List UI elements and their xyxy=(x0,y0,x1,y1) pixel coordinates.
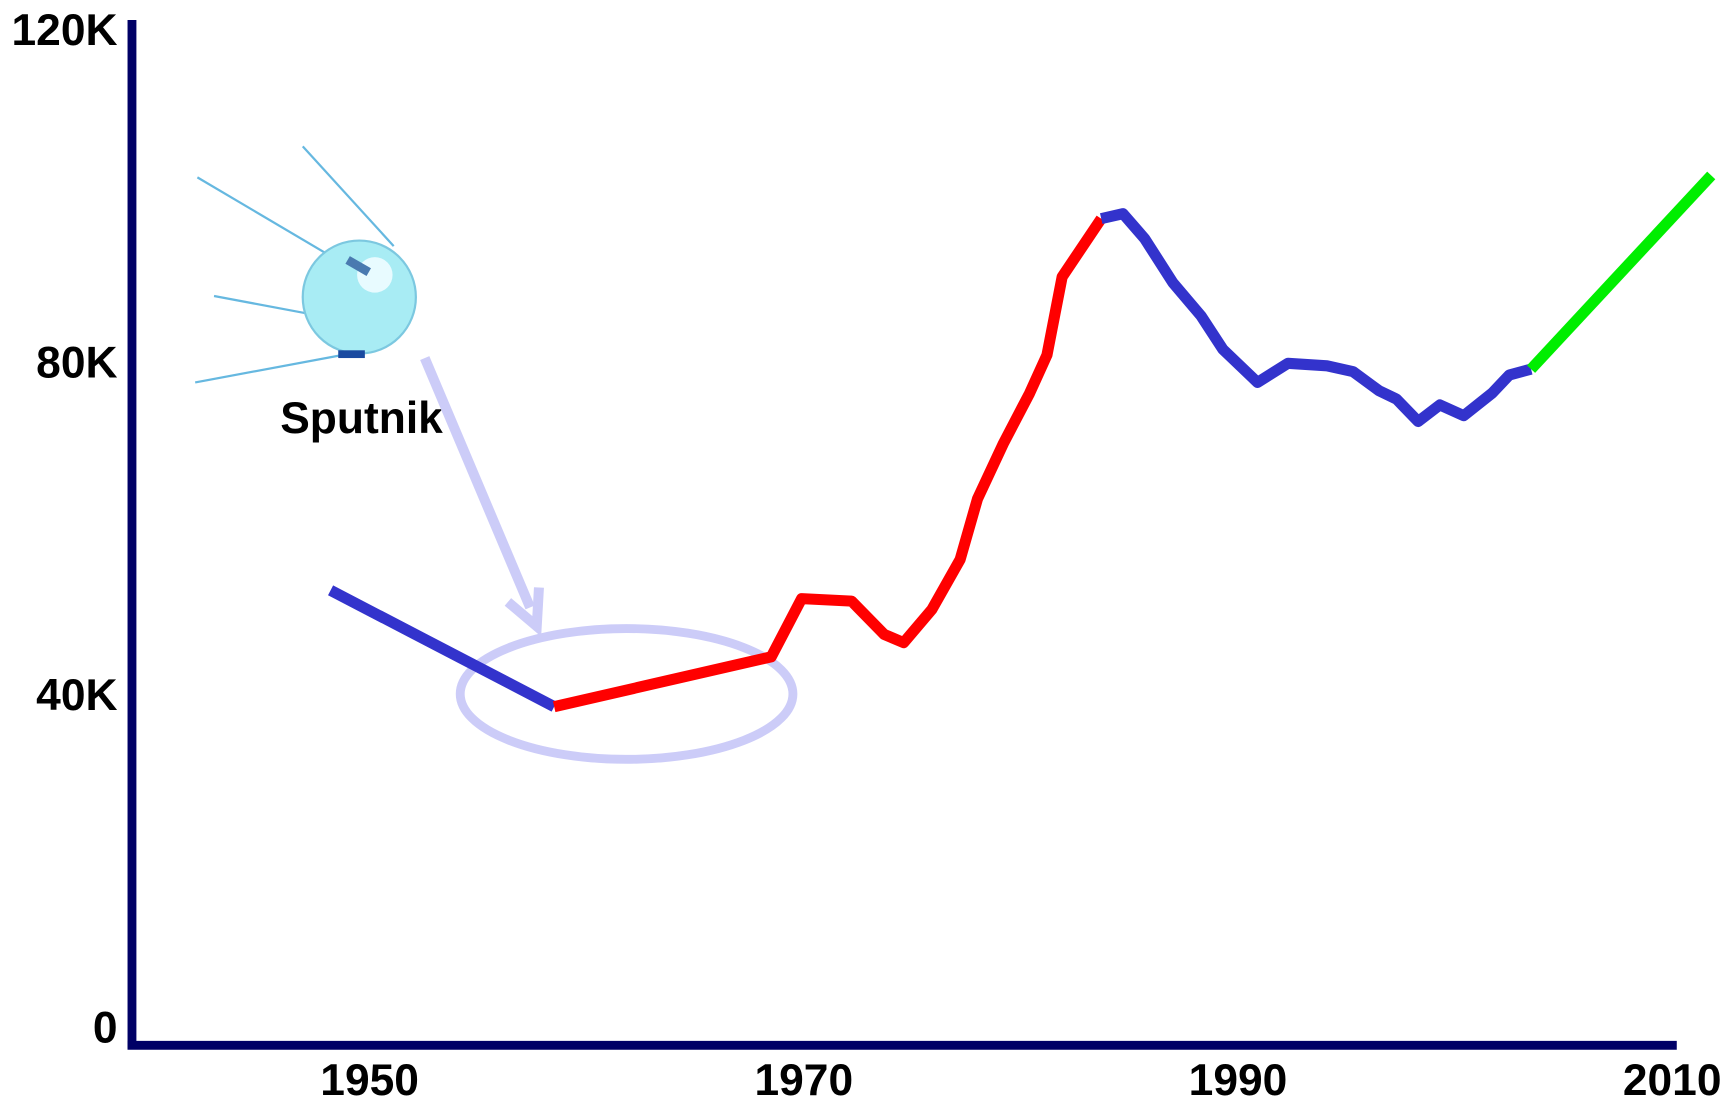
x-tick-label: 1970 xyxy=(754,1056,853,1103)
page: Sputnik 040K80K120K1950197019902010 (() … xyxy=(0,0,1730,1103)
line-series xyxy=(1101,214,1531,422)
chart: Sputnik 0 40K 80K 120K 1950 1970 1990 2010 xyxy=(0,0,1730,1103)
x-tick-label: 1950 xyxy=(320,1056,419,1103)
y-tick-label: 80K xyxy=(36,339,117,388)
y-tick-label: 120K xyxy=(12,6,118,55)
x-tick-label: 2010 xyxy=(1623,1056,1722,1103)
y-tick-label: 0 xyxy=(93,1004,118,1053)
x-tick-label: 1990 xyxy=(1189,1056,1288,1103)
line-series xyxy=(554,219,1101,707)
annotation: Sputnik xyxy=(280,394,443,443)
sputnik-icon xyxy=(195,146,416,382)
annotation-arrow xyxy=(425,358,530,607)
y-tick-label: 40K xyxy=(36,671,117,720)
line-series xyxy=(1531,175,1711,369)
